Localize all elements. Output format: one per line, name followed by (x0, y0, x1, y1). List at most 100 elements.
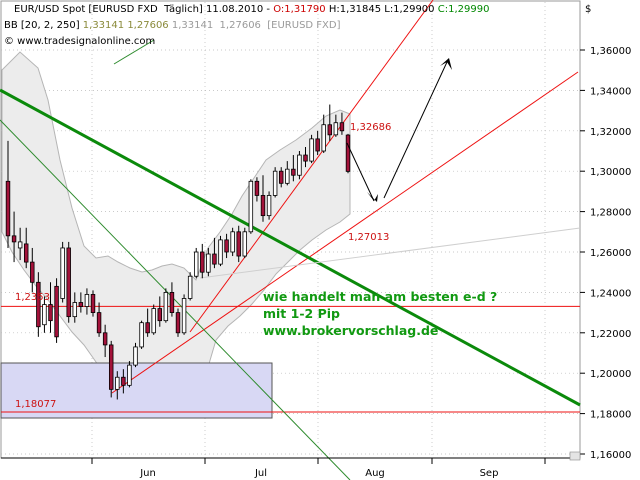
candle-body (248, 180, 254, 233)
green-trend-line (0, 88, 581, 407)
header-study: BB [20, 2, 250] (4, 20, 83, 31)
candle (151, 304, 156, 335)
arrow-down-line (346, 142, 375, 202)
candle-body (303, 154, 308, 162)
candle-body (297, 154, 302, 176)
candle-body (151, 308, 156, 334)
candle (42, 296, 47, 333)
x-tick-label: Aug (365, 468, 385, 479)
copyright-text: © www.tradesignalonline.com (4, 36, 156, 47)
arrow-up-head (440, 58, 452, 70)
candle (321, 114, 326, 154)
candle (133, 342, 138, 368)
candle-body (84, 294, 90, 307)
candle-body (333, 122, 339, 136)
candle (303, 146, 308, 168)
level-label: 1,32686 (350, 122, 391, 133)
grey-line (199, 227, 581, 279)
candle-body (11, 235, 17, 243)
candle-body (315, 138, 320, 152)
candle (206, 247, 211, 277)
candle (193, 247, 199, 279)
candle (333, 114, 339, 137)
annotation-line-1: wie handelt man am besten e-d ? (263, 289, 498, 304)
candle-body (272, 170, 278, 196)
candle (72, 292, 78, 323)
candle (254, 177, 260, 202)
candle-body (78, 302, 84, 307)
x-axis: Jun Jul Aug Sep (1, 451, 581, 479)
header-line-2: BB [20, 2, 250] 1,33141 1,27606 1,33141 … (4, 20, 341, 32)
currency-label: $ (585, 4, 592, 15)
candle (5, 140, 11, 248)
candle-body (157, 308, 163, 322)
header-close: C:1,29990 (434, 4, 490, 15)
candle-body (133, 346, 138, 366)
candle-body (115, 376, 120, 390)
candle (17, 227, 23, 261)
candle-body (218, 239, 223, 265)
y-tick-label: 1,36000 (590, 46, 631, 57)
scroll-corner (569, 451, 581, 461)
candle (157, 296, 163, 327)
candle-body (339, 122, 345, 132)
candle-body (260, 195, 266, 217)
y-tick-label: 1,34000 (590, 86, 631, 97)
y-tick-label: 1,20000 (590, 369, 631, 380)
candle (30, 247, 35, 293)
candle-body (181, 298, 187, 334)
header-lower: 1,27606 (124, 20, 169, 31)
support-zone (0, 362, 273, 419)
candle-body (96, 312, 102, 334)
candle (272, 167, 278, 198)
candle (96, 302, 102, 337)
candle-body (266, 195, 272, 217)
candle-body (345, 134, 351, 172)
candle-body (169, 291, 175, 313)
candle (224, 233, 229, 259)
red-trend-line-lower (111, 71, 579, 394)
y-tick-label: 1,18000 (590, 410, 631, 421)
arrow-down-head (367, 192, 378, 202)
candle-body (242, 231, 248, 257)
candle-body (66, 247, 71, 318)
candle (48, 282, 53, 333)
candle (248, 179, 254, 234)
candle (315, 130, 320, 156)
candle-body (285, 168, 290, 184)
candle (36, 272, 41, 337)
green-stub-line (113, 39, 155, 65)
arrow-up-line (383, 61, 448, 199)
x-tick-label: Sep (480, 468, 499, 479)
arrows (346, 58, 452, 202)
candle-body (54, 285, 59, 338)
candle (121, 369, 126, 394)
y-tick-label: 1,16000 (590, 450, 631, 461)
thin-green-line (0, 119, 351, 480)
candle-body (187, 275, 193, 299)
y-tick-label: 1,24000 (590, 288, 631, 299)
candle (339, 112, 345, 135)
candle (327, 104, 333, 141)
candle (212, 237, 217, 269)
candle-body (72, 302, 78, 318)
candle (345, 133, 351, 174)
candle-body (291, 168, 296, 176)
candle-body (30, 261, 35, 283)
candle (230, 227, 235, 257)
candle-body (254, 180, 260, 196)
candle-body (139, 322, 144, 348)
candle (285, 161, 290, 186)
candle-body (278, 170, 284, 184)
candle-body (5, 180, 11, 237)
support-zone-rect (0, 362, 273, 419)
candle (139, 320, 144, 349)
candle-body (230, 231, 235, 253)
header-open: O:1,31790 (273, 4, 326, 15)
candle-body (224, 239, 229, 253)
trend-lines (0, 0, 581, 480)
x-tick-label: Jul (254, 468, 267, 479)
candle (102, 324, 108, 358)
candle-body (127, 364, 132, 386)
candle (297, 151, 302, 180)
